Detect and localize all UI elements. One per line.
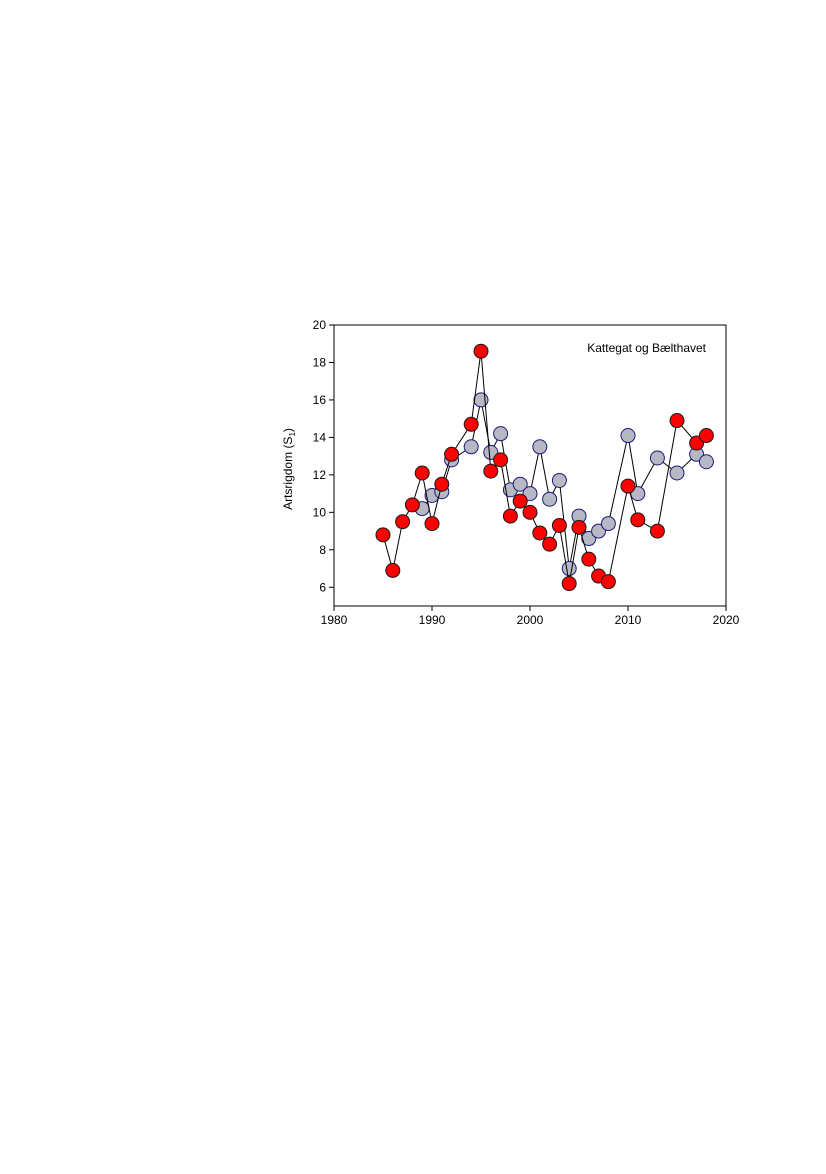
x-tick-label: 2020	[713, 613, 740, 627]
series-1-point	[512, 493, 528, 509]
series-0-point	[493, 426, 509, 442]
series-0-point	[620, 428, 636, 444]
series-0-point	[600, 516, 616, 532]
series-1-point	[620, 478, 636, 494]
series-0-group	[414, 392, 714, 577]
series-1-point	[493, 452, 509, 468]
series-1-point	[649, 523, 665, 539]
series-1-group	[375, 343, 714, 592]
y-tick-label: 8	[319, 543, 326, 557]
series-1-point	[630, 512, 646, 528]
series-1-point	[698, 428, 714, 444]
series-1-point	[551, 517, 567, 533]
x-tick-label: 2010	[615, 613, 642, 627]
y-tick-label: 16	[313, 393, 327, 407]
series-0-point	[561, 561, 577, 577]
series-1-point	[502, 508, 518, 524]
y-tick-label: 10	[313, 505, 327, 519]
y-tick-label: 6	[319, 580, 326, 594]
series-1-point	[375, 527, 391, 543]
series-1-point	[600, 574, 616, 590]
x-tick-label: 1990	[419, 613, 446, 627]
y-axis-title: Artsrigdom (S1)	[281, 428, 297, 510]
series-1-point	[463, 416, 479, 432]
y-axis-title-suffix: )	[281, 428, 295, 432]
y-tick-label: 18	[313, 355, 327, 369]
series-1-point	[385, 562, 401, 578]
series-1-point	[532, 525, 548, 541]
series-1-point	[414, 465, 430, 481]
series-1-point	[473, 343, 489, 359]
series-1-point	[444, 446, 460, 462]
chart-annotation: Kattegat og Bælthavet	[587, 341, 706, 355]
y-axis-title-subscript: 1	[288, 432, 297, 437]
series-0-point	[542, 491, 558, 507]
series-1-point	[581, 551, 597, 567]
series-1-point	[404, 497, 420, 513]
series-1-point	[571, 519, 587, 535]
x-tick-label: 2000	[517, 613, 544, 627]
series-1-point	[561, 576, 577, 592]
series-0-point	[698, 454, 714, 470]
series-1-point	[395, 514, 411, 530]
series-1-point	[483, 463, 499, 479]
series-0-point	[463, 439, 479, 455]
series-1-point	[424, 516, 440, 532]
series-1-point	[522, 504, 538, 520]
series-1-point	[669, 413, 685, 429]
series-0-point	[669, 465, 685, 481]
series-0-point	[551, 472, 567, 488]
series-0-point	[532, 439, 548, 455]
series-0-point	[649, 450, 665, 466]
series-0-point	[512, 476, 528, 492]
y-tick-label: 12	[313, 468, 327, 482]
y-tick-label: 14	[313, 430, 327, 444]
y-axis-title-main: Artsrigdom (S	[281, 437, 295, 510]
x-tick-label: 1980	[321, 613, 348, 627]
series-layer	[375, 343, 714, 592]
series-0-point	[473, 392, 489, 408]
series-1-point	[434, 476, 450, 492]
y-tick-label: 20	[313, 318, 327, 332]
axes: 1980 1990 2000 2010 2020 6 8 10 12 14 16 18 20	[313, 318, 740, 627]
series-1-point	[542, 536, 558, 552]
